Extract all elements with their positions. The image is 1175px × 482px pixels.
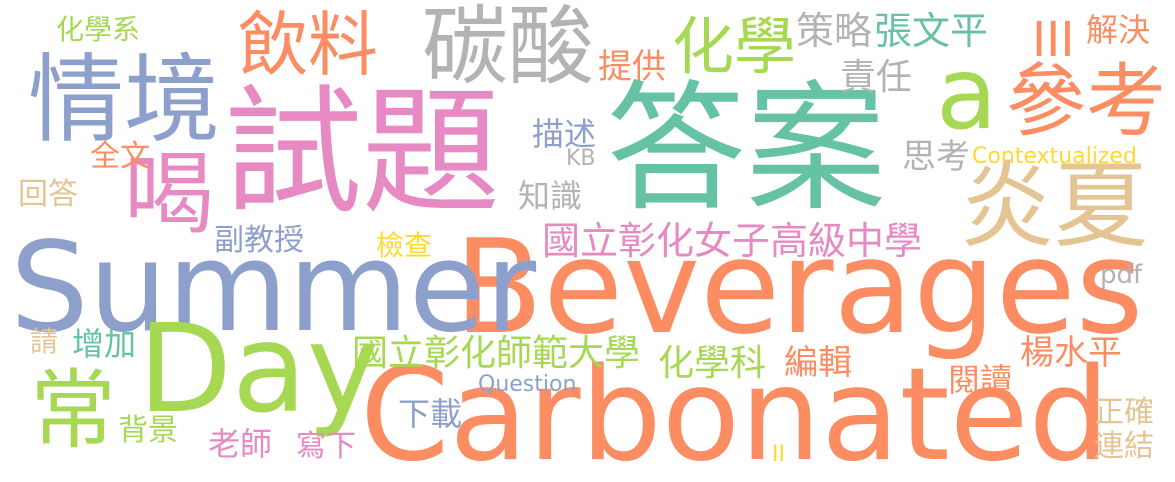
word-think: 思考 <box>902 137 970 177</box>
word-answer: 答案 <box>606 68 887 231</box>
word-carbonic-acid: 碳酸 <box>422 0 594 97</box>
word-strategy: 策略 <box>796 9 873 53</box>
word-chem-dept: 化學系 <box>56 13 141 46</box>
word-hot-summer: 炎夏 <box>960 152 1149 261</box>
word-correct: 正確 <box>1094 395 1154 430</box>
word-fulltext: 全文 <box>90 139 150 174</box>
word-a: a <box>936 35 998 152</box>
word-describe: 描述 <box>532 115 597 153</box>
word-provide: 提供 <box>598 47 666 87</box>
word-chem-subject: 化學科 <box>658 343 767 384</box>
word-pdf: pdf <box>1100 260 1143 290</box>
word-carbonated: Carbonated <box>360 341 1110 482</box>
word-write: 寫下 <box>296 429 356 464</box>
word-day: Day <box>138 298 379 440</box>
word-download: 下載 <box>398 395 463 433</box>
word-context: 情境 <box>28 44 220 156</box>
word-test: 試題 <box>224 72 501 233</box>
word-answering: 回答 <box>18 177 78 212</box>
word-background: 背景 <box>118 413 178 448</box>
word-beverages: Beverages <box>454 211 1144 363</box>
word-often: 常 <box>30 361 116 461</box>
word-increase: 增加 <box>72 325 137 363</box>
word-ncue: 國立彰化師範大學 <box>352 333 641 374</box>
word-please: 請 <box>30 325 59 358</box>
word-question: Question <box>478 372 577 397</box>
word-summer: Summer <box>10 216 537 360</box>
word-contextualized: Contextualized <box>972 144 1137 169</box>
word-assoc-prof: 副教授 <box>214 223 304 258</box>
word-link: 連結 <box>1094 429 1154 464</box>
word-drink: 喝 <box>124 142 214 247</box>
word-ncgs: 國立彰化女子高級中學 <box>542 219 923 263</box>
word-reference: 參考 <box>1006 55 1166 148</box>
word-yang: 楊水平 <box>1020 333 1122 373</box>
word-teacher: 老師 <box>208 425 273 463</box>
word-chemistry: 化學 <box>672 10 797 83</box>
word-edit: 編輯 <box>784 343 852 383</box>
word-check: 檢查 <box>376 229 433 262</box>
word-zhang: 張文平 <box>874 9 989 53</box>
word-knowledge: 知識 <box>518 177 583 215</box>
word-reading: 閱讀 <box>948 361 1013 399</box>
word-iii: III <box>1032 12 1075 68</box>
word-kb: KB <box>566 146 596 171</box>
word-solve: 解決 <box>1086 11 1151 49</box>
word-ii: II <box>772 442 785 467</box>
word-drinks: 飲料 <box>238 4 378 86</box>
word-responsibility: 責任 <box>840 57 913 98</box>
